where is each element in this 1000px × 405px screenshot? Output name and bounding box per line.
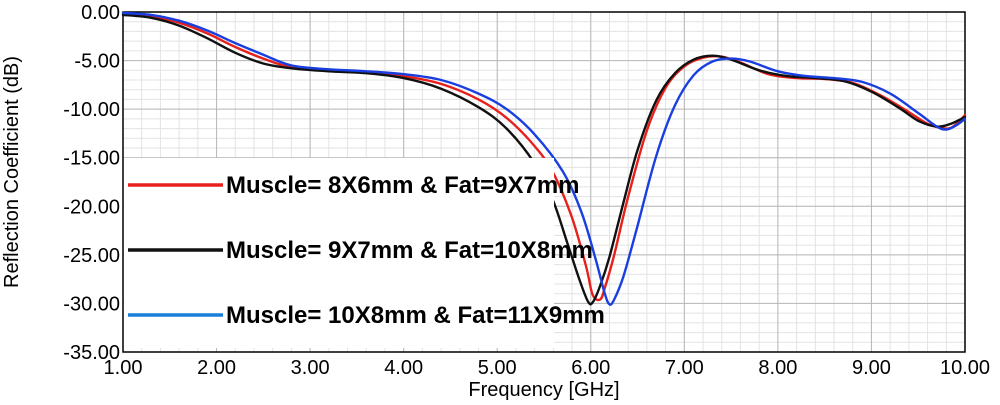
- x-tick-label: 4.00: [384, 357, 423, 379]
- series-line-3: [121, 11, 967, 306]
- x-tick-label: 5.00: [478, 357, 517, 379]
- y-tick-label: -5.00: [74, 51, 120, 73]
- x-tick-label: 1.00: [104, 357, 143, 379]
- y-tick-labels: 0.00 -5.00 -10.00 -15.00 -20.00 -25.00 -30.00 -…: [63, 2, 120, 364]
- x-tick-label: 3.00: [291, 357, 330, 379]
- y-tick-label: -15.00: [63, 148, 120, 170]
- x-tick-label: 7.00: [665, 357, 704, 379]
- y-tick-label: -20.00: [63, 196, 120, 218]
- y-tick-label: -10.00: [63, 99, 120, 121]
- plot-frame: [122, 11, 966, 353]
- x-tick-label: 8.00: [758, 357, 797, 379]
- y-tick-label: 0.00: [81, 2, 120, 24]
- y-tick-label: -25.00: [63, 245, 120, 267]
- x-axis-title: Frequency [GHz]: [468, 379, 619, 401]
- y-tick-label: -30.00: [63, 293, 120, 315]
- series-layer: [121, 11, 967, 306]
- x-tick-label: 9.00: [852, 357, 891, 379]
- x-tick-label: 2.00: [197, 357, 236, 379]
- legend-label-series-1: Muscle= 8X6mm & Fat=9X7mm: [226, 172, 580, 199]
- x-tick-label: 6.00: [571, 357, 610, 379]
- x-tick-labels: 1.00 2.00 3.00 4.00 5.00 6.00 7.00 8.00 9.00 10.0…: [104, 357, 991, 379]
- series-line-2: [121, 13, 967, 306]
- x-tick-label: 10.00: [940, 357, 990, 379]
- legend: Muscle= 8X6mm & Fat=9X7mm Muscle= 9X7mm …: [124, 158, 605, 348]
- y-axis-title: Reflection Coefficient (dB): [1, 56, 23, 288]
- legend-label-series-2: Muscle= 9X7mm & Fat=10X8mm: [226, 237, 593, 264]
- legend-label-series-3: Muscle= 10X8mm & Fat=11X9mm: [226, 302, 605, 329]
- y-tick-label: -35.00: [63, 342, 120, 364]
